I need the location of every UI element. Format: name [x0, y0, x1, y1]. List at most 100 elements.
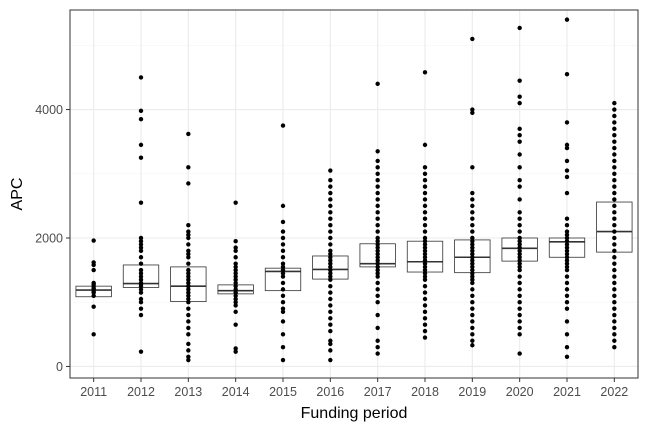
data-point: [375, 245, 380, 250]
y-tick-label: 0: [56, 360, 63, 374]
data-point: [186, 251, 191, 257]
data-point: [233, 271, 238, 276]
data-point: [517, 255, 522, 260]
data-point: [186, 271, 191, 276]
data-point: [564, 332, 570, 337]
data-point: [328, 348, 333, 353]
data-point: [422, 258, 428, 263]
data-point: [612, 274, 617, 279]
data-point: [564, 354, 570, 360]
data-point: [138, 287, 144, 292]
data-point: [564, 216, 570, 221]
data-point: [470, 264, 475, 270]
data-point: [375, 229, 380, 234]
data-point: [375, 338, 380, 343]
x-tick-label: 2019: [458, 385, 486, 399]
data-point: [375, 177, 380, 183]
data-point: [517, 274, 522, 279]
data-point: [612, 293, 617, 298]
box-layer: [75, 201, 633, 302]
data-point: [564, 17, 570, 22]
data-point: [517, 261, 522, 266]
data-point: [517, 184, 522, 189]
data-point: [422, 203, 428, 209]
data-point: [470, 271, 475, 276]
data-point: [517, 165, 522, 170]
data-point: [517, 312, 522, 318]
data-point: [422, 316, 428, 321]
data-point: [375, 344, 380, 350]
data-point: [470, 203, 475, 209]
data-point: [186, 229, 191, 234]
data-point: [470, 110, 475, 115]
data-point: [517, 177, 522, 183]
data-point: [280, 300, 286, 305]
data-point: [564, 158, 570, 164]
data-point: [564, 267, 570, 273]
data-point: [612, 152, 617, 157]
data-point: [328, 184, 333, 189]
data-point: [138, 155, 144, 160]
data-point: [517, 25, 522, 31]
data-point: [328, 309, 333, 315]
data-point: [233, 322, 238, 327]
data-point: [138, 239, 144, 244]
data-point: [280, 264, 286, 270]
data-point: [564, 142, 570, 148]
data-point: [375, 216, 380, 221]
data-point: [280, 319, 286, 324]
data-point: [422, 165, 428, 170]
data-point: [138, 108, 144, 114]
data-point: [422, 264, 428, 270]
data-point: [233, 239, 238, 244]
data-point: [612, 133, 617, 138]
data-point: [564, 145, 570, 151]
data-point: [517, 325, 522, 331]
data-point: [138, 75, 144, 80]
data-point: [280, 261, 286, 266]
data-point: [186, 300, 191, 305]
data-point: [612, 300, 617, 305]
data-point: [233, 200, 238, 205]
data-point: [422, 171, 428, 176]
panel-border: [69, 9, 639, 379]
x-tick-label: 2020: [506, 385, 534, 399]
data-point: [280, 287, 286, 292]
data-point: [233, 264, 238, 270]
data-point: [564, 293, 570, 298]
data-point: [328, 248, 333, 254]
data-point: [186, 267, 191, 273]
data-point: [517, 251, 522, 257]
data-point: [280, 219, 286, 225]
data-point: [517, 78, 522, 83]
data-point: [422, 235, 428, 241]
data-point: [422, 245, 428, 250]
data-point: [470, 222, 475, 228]
data-point: [375, 274, 380, 279]
data-point: [517, 300, 522, 305]
data-point: [328, 296, 333, 302]
data-point: [375, 190, 380, 196]
data-point: [186, 348, 191, 353]
data-point: [233, 280, 238, 286]
data-point: [612, 312, 617, 318]
data-point: [422, 248, 428, 254]
data-point: [612, 242, 617, 247]
data-point: [422, 242, 428, 247]
data-point: [612, 171, 617, 176]
data-point: [328, 258, 333, 263]
data-point: [422, 277, 428, 282]
x-tick-label: 2022: [600, 385, 628, 399]
data-point: [375, 258, 380, 263]
data-point: [564, 242, 570, 247]
data-point: [422, 322, 428, 327]
data-point: [564, 344, 570, 350]
data-point: [138, 242, 144, 247]
data-point: [517, 197, 522, 202]
data-point: [328, 197, 333, 202]
data-point: [233, 245, 238, 250]
data-point: [280, 309, 286, 315]
data-point: [564, 120, 570, 125]
y-tick-label: 4000: [35, 103, 63, 117]
